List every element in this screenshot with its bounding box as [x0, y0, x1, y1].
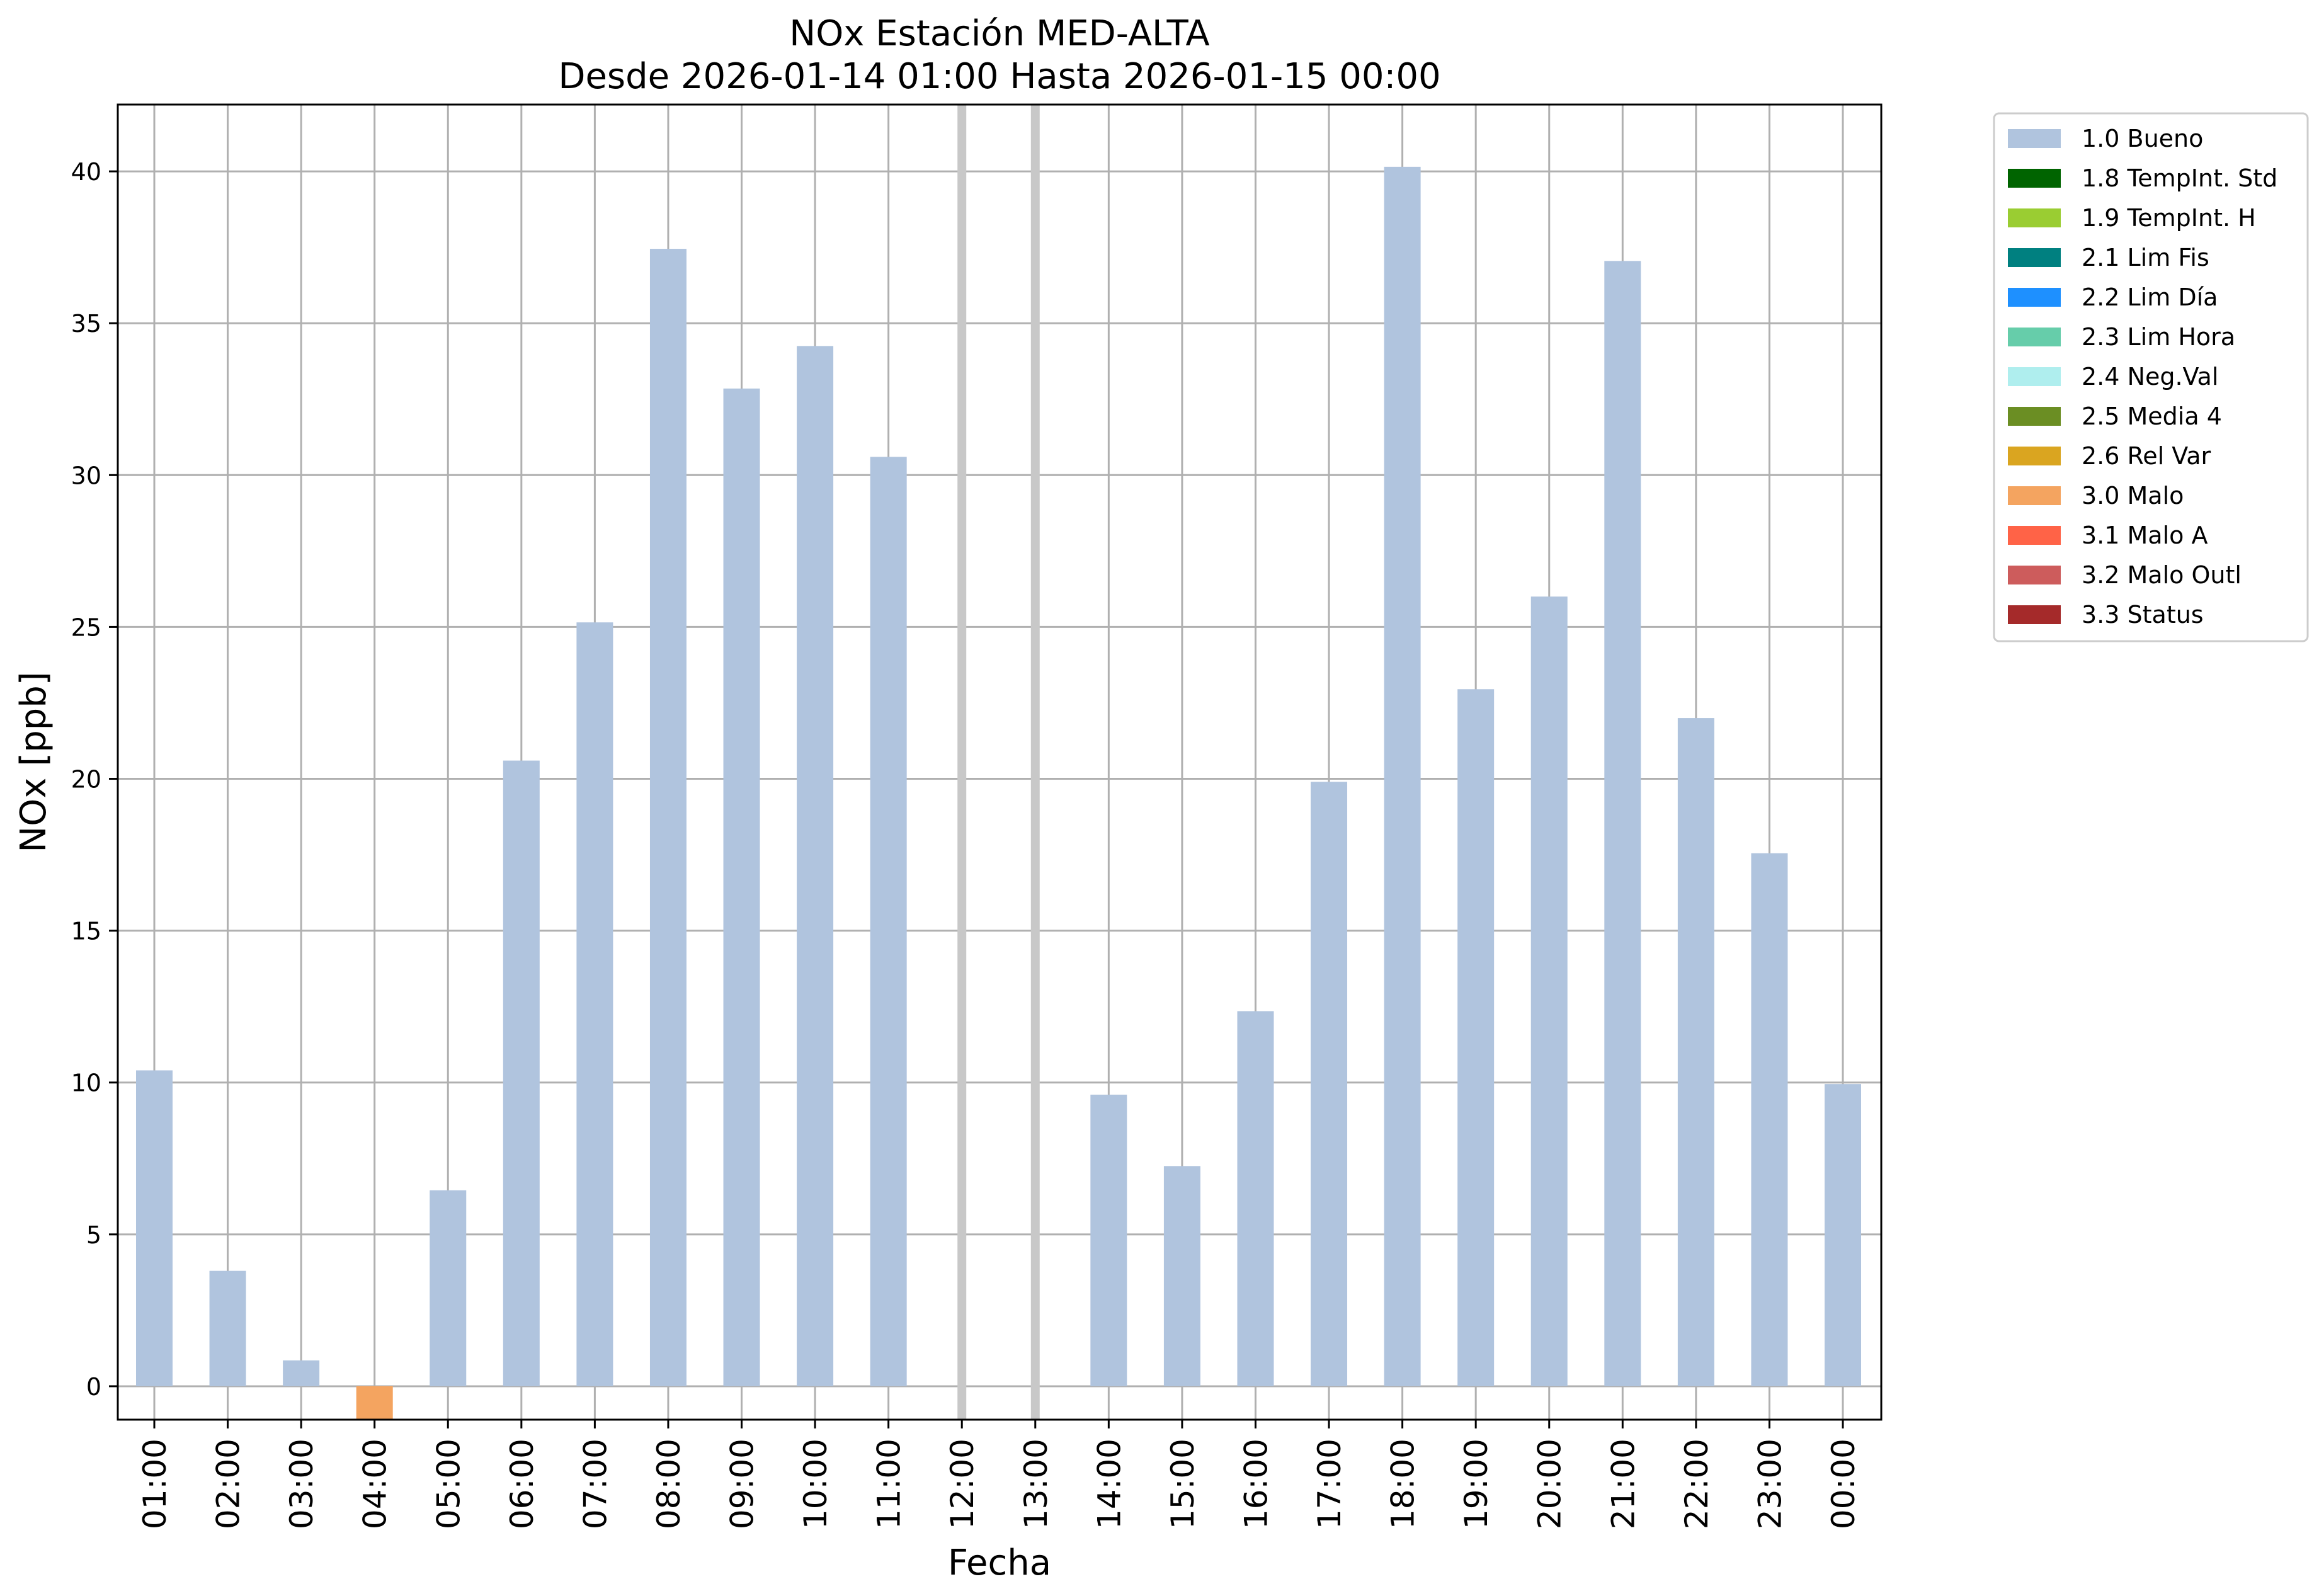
bar [1163, 1166, 1200, 1386]
x-tick-label: 17:00 [1311, 1439, 1348, 1529]
y-tick-label: 25 [71, 613, 101, 641]
bar [209, 1270, 246, 1386]
bar [1090, 1095, 1127, 1386]
legend-label: 2.2 Lim Día [2082, 283, 2218, 311]
legend-label: 1.0 Bueno [2082, 125, 2203, 152]
bar [283, 1360, 320, 1386]
x-tick-label: 03:00 [283, 1439, 320, 1529]
x-tick-label: 11:00 [871, 1439, 908, 1529]
legend-swatch [2008, 367, 2061, 386]
bar [576, 622, 613, 1386]
y-tick-label: 30 [71, 462, 101, 489]
x-axis-label: Fecha [948, 1542, 1051, 1583]
y-tick-label: 0 [86, 1373, 101, 1401]
x-tick-label: 00:00 [1825, 1439, 1862, 1529]
bar [1311, 782, 1348, 1386]
bar [870, 457, 907, 1386]
legend-label: 1.9 TempInt. H [2082, 204, 2256, 232]
x-tick-label: 13:00 [1018, 1439, 1054, 1529]
y-tick-label: 40 [71, 158, 101, 186]
legend-label: 1.8 TempInt. Std [2082, 164, 2277, 192]
x-tick-label: 07:00 [577, 1439, 613, 1529]
bar [1677, 718, 1714, 1386]
x-tick-label: 04:00 [357, 1439, 394, 1529]
bar [649, 249, 687, 1386]
bar [503, 760, 540, 1386]
legend-swatch [2008, 486, 2061, 505]
legend-swatch [2008, 288, 2061, 307]
x-tick-label: 05:00 [430, 1439, 467, 1529]
x-tick-label: 09:00 [724, 1439, 761, 1529]
y-tick-label: 10 [71, 1069, 101, 1097]
missing-data-marker [957, 105, 967, 1420]
y-tick-label: 15 [71, 918, 101, 945]
y-tick-label: 35 [71, 310, 101, 338]
missing-data-markers [957, 105, 1040, 1420]
bar [723, 388, 760, 1386]
bar [1237, 1011, 1274, 1386]
legend-swatch [2008, 407, 2061, 426]
plot-area-frame [117, 103, 1883, 1421]
bar [1751, 853, 1788, 1386]
bar [797, 346, 834, 1386]
bar [356, 1386, 393, 1420]
legend-label: 2.1 Lim Fis [2082, 244, 2209, 271]
x-tick-label: 21:00 [1605, 1439, 1641, 1529]
bar [1384, 166, 1421, 1386]
legend: 1.0 Bueno 1.8 TempInt. Std 1.9 TempInt. H 2… [1993, 112, 2309, 642]
x-tick-label: 16:00 [1238, 1439, 1274, 1529]
legend-label: 3.0 Malo [2082, 482, 2184, 510]
x-tick-label: 14:00 [1091, 1439, 1127, 1529]
missing-data-marker [1030, 105, 1040, 1420]
legend-label: 3.3 Status [2082, 601, 2204, 629]
legend-label: 2.5 Media 4 [2082, 402, 2222, 430]
legend-swatch [2008, 169, 2061, 188]
chart-title-line1: NOx Estación MED-ALTA [789, 13, 1209, 54]
x-tick-label: 10:00 [797, 1439, 834, 1529]
x-tick-label: 19:00 [1458, 1439, 1495, 1529]
legend-swatch [2008, 566, 2061, 584]
x-tick-label: 23:00 [1752, 1439, 1788, 1529]
legend-label: 2.6 Rel Var [2082, 442, 2211, 470]
legend-label: 3.1 Malo A [2082, 522, 2208, 549]
legend-frame [1993, 112, 2309, 642]
bar [1530, 596, 1568, 1386]
legend-label: 2.3 Lim Hora [2082, 323, 2235, 351]
x-tick-label: 12:00 [944, 1439, 981, 1529]
bars [136, 166, 1861, 1420]
y-tick-label: 20 [71, 766, 101, 794]
legend-swatch [2008, 328, 2061, 346]
legend-swatch [2008, 605, 2061, 624]
x-tick-label: 22:00 [1678, 1439, 1715, 1529]
legend-swatch [2008, 526, 2061, 545]
x-axis-ticks: 01:00 02:00 03:00 04:00 05:00 06:00 07:00 08:00… [137, 1420, 1862, 1529]
legend-swatch [2008, 447, 2061, 465]
bar [1825, 1084, 1861, 1386]
x-tick-label: 01:00 [137, 1439, 173, 1529]
legend-swatch [2008, 208, 2061, 227]
bar [1457, 689, 1495, 1386]
y-axis-label: NOx [ppb] [13, 671, 54, 852]
legend-label: 3.2 Malo Outl [2082, 561, 2242, 589]
x-tick-label: 02:00 [210, 1439, 247, 1529]
chart-title-line2: Desde 2026-01-14 01:00 Hasta 2026-01-15 … [558, 56, 1440, 97]
legend-label: 2.4 Neg.Val [2082, 363, 2218, 390]
y-tick-label: 5 [86, 1221, 101, 1249]
x-tick-label: 15:00 [1165, 1439, 1201, 1529]
bar [1604, 261, 1641, 1386]
legend-swatch [2008, 129, 2061, 148]
x-tick-label: 08:00 [651, 1439, 687, 1529]
bar [430, 1190, 467, 1386]
legend-swatch [2008, 248, 2061, 267]
bar [136, 1070, 173, 1386]
x-tick-label: 18:00 [1385, 1439, 1422, 1529]
y-axis-ticks: 0 5 10 15 20 25 30 35 40 [71, 158, 118, 1401]
x-tick-label: 20:00 [1532, 1439, 1568, 1529]
x-tick-label: 06:00 [504, 1439, 540, 1529]
